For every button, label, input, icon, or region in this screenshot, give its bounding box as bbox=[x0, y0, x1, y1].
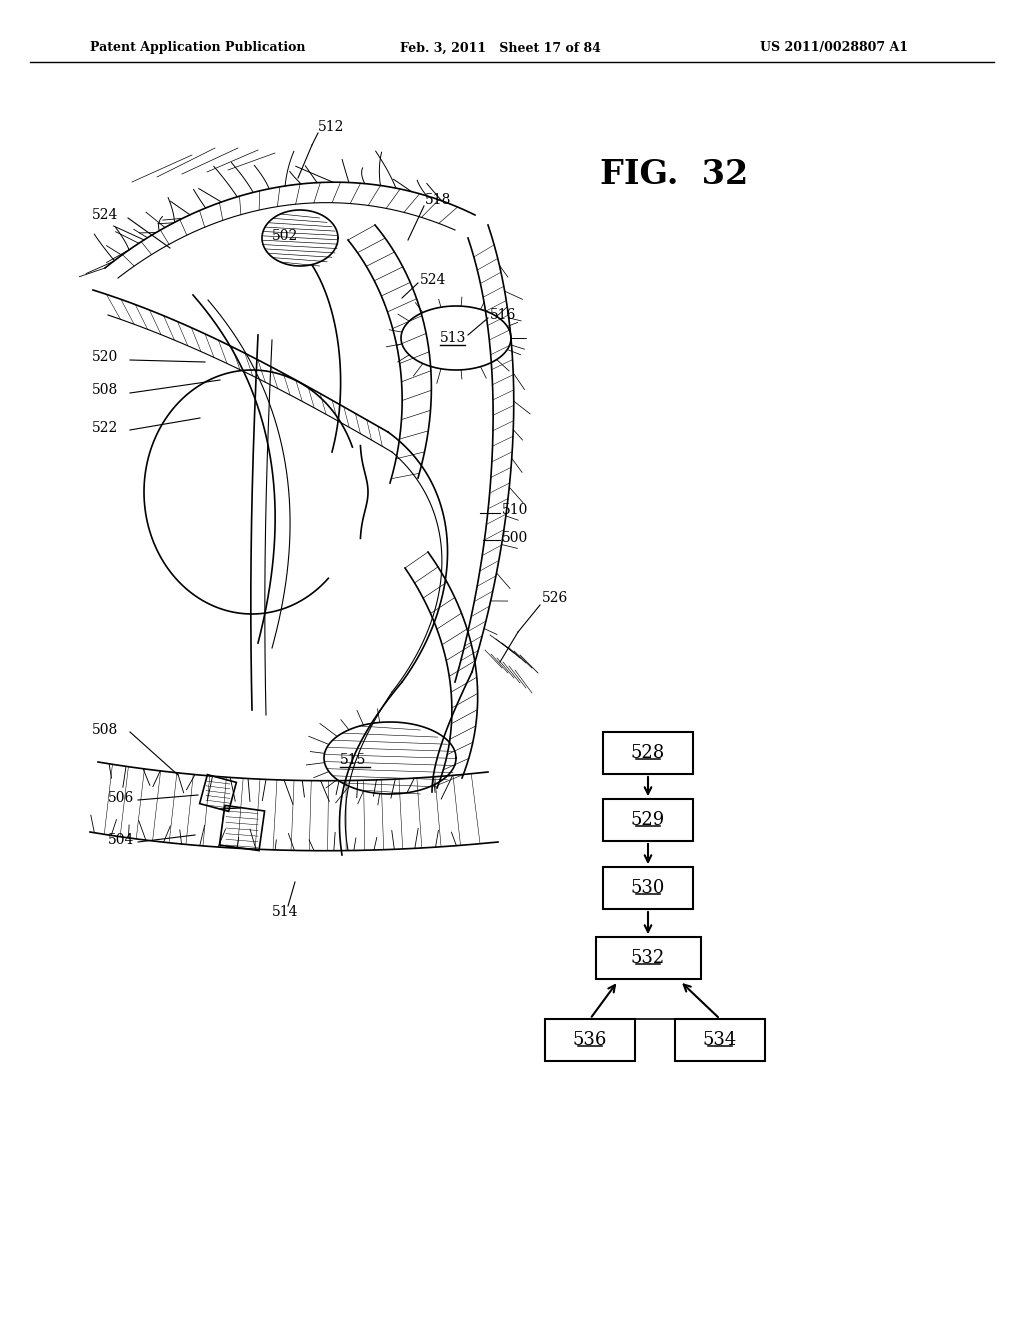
FancyBboxPatch shape bbox=[603, 799, 693, 841]
FancyBboxPatch shape bbox=[675, 1019, 765, 1061]
Text: 516: 516 bbox=[490, 308, 516, 322]
FancyBboxPatch shape bbox=[603, 867, 693, 909]
Text: 536: 536 bbox=[572, 1031, 607, 1049]
Text: 534: 534 bbox=[702, 1031, 737, 1049]
Text: 532: 532 bbox=[631, 949, 666, 968]
Text: 510: 510 bbox=[502, 503, 528, 517]
Text: 508: 508 bbox=[92, 723, 118, 737]
Text: 526: 526 bbox=[542, 591, 568, 605]
Text: 515: 515 bbox=[340, 752, 367, 767]
Text: 514: 514 bbox=[271, 906, 298, 919]
Text: Patent Application Publication: Patent Application Publication bbox=[90, 41, 305, 54]
Text: 524: 524 bbox=[92, 209, 119, 222]
Text: 530: 530 bbox=[631, 879, 666, 898]
Text: 524: 524 bbox=[420, 273, 446, 286]
Text: 529: 529 bbox=[631, 810, 666, 829]
Text: 513: 513 bbox=[440, 331, 466, 345]
FancyBboxPatch shape bbox=[603, 733, 693, 774]
Text: 500: 500 bbox=[502, 531, 528, 545]
Text: 508: 508 bbox=[92, 383, 118, 397]
Text: Feb. 3, 2011   Sheet 17 of 84: Feb. 3, 2011 Sheet 17 of 84 bbox=[400, 41, 601, 54]
Text: 522: 522 bbox=[92, 421, 118, 436]
FancyBboxPatch shape bbox=[596, 937, 700, 979]
FancyBboxPatch shape bbox=[545, 1019, 635, 1061]
Text: 528: 528 bbox=[631, 744, 666, 762]
Text: 506: 506 bbox=[108, 791, 134, 805]
Text: 512: 512 bbox=[318, 120, 344, 135]
Text: US 2011/0028807 A1: US 2011/0028807 A1 bbox=[760, 41, 908, 54]
Text: 520: 520 bbox=[92, 350, 118, 364]
Text: 504: 504 bbox=[108, 833, 134, 847]
Text: 518: 518 bbox=[425, 193, 452, 207]
Text: FIG.  32: FIG. 32 bbox=[600, 158, 749, 191]
Text: 502: 502 bbox=[272, 228, 298, 243]
